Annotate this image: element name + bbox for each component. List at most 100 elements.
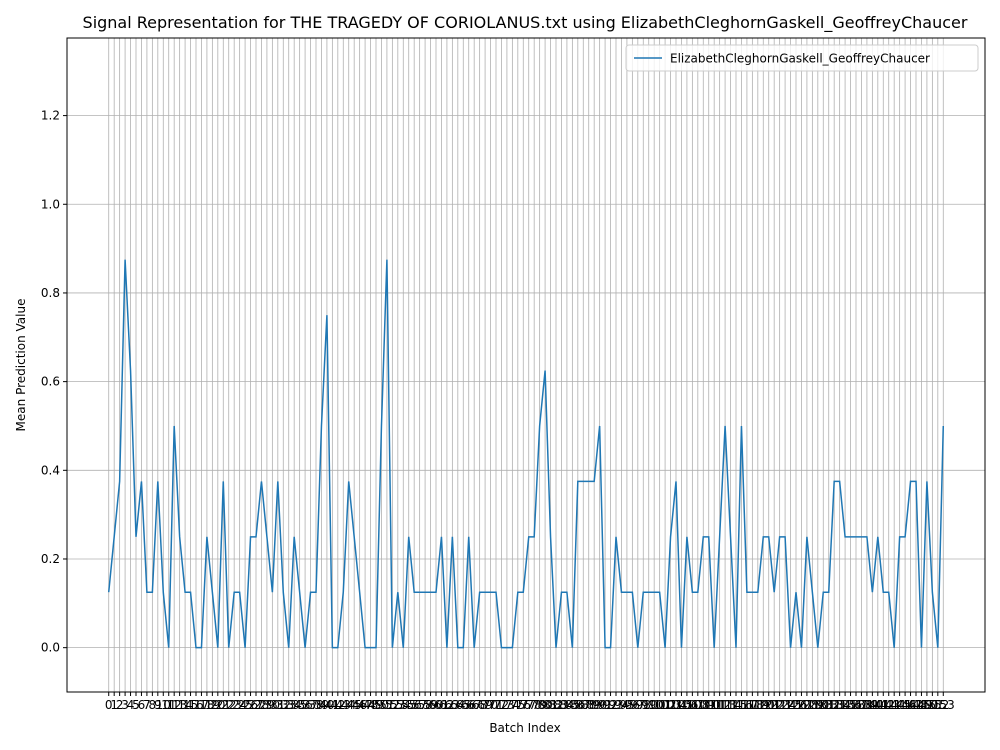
x-tick-label: 115 [725,698,748,712]
y-tick-label: 0.8 [41,286,60,300]
y-tick-label: 0.0 [41,641,60,655]
x-tick-label: 143 [877,698,900,712]
x-tick-label: 123 [768,698,791,712]
x-tick-label: 78 [527,698,542,712]
legend: ElizabethCleghornGaskell_GeoffreyChaucer [625,44,979,72]
x-tick-label: 116 [730,698,753,712]
x-tick-label: 15 [183,698,198,712]
x-tick-label: 135 [834,698,857,712]
x-tick-label: 18 [199,698,214,712]
x-tick-label: 110 [697,698,720,712]
x-tick-label: 38 [308,698,323,712]
x-tick-label: 47 [357,698,372,712]
x-tick-label: 94 [614,698,629,712]
x-tick-label: 113 [714,698,737,712]
x-tick-label: 21 [216,698,231,712]
x-tick-label: 89 [587,698,602,712]
x-tick-label: 64 [450,698,465,712]
x-tick-label: 25 [237,698,252,712]
x-tick-label: 120 [752,698,775,712]
x-tick-label: 56 [407,698,422,712]
plot-frame [66,37,986,693]
x-tick-label: 62 [439,698,454,712]
x-tick-label: 117 [735,698,758,712]
x-tick-label: 126 [785,698,808,712]
x-tick-label: 127 [790,698,813,712]
x-tick-label: 95 [619,698,634,712]
x-tick-label: 45 [347,698,362,712]
x-tick-label: 54 [396,698,411,712]
legend-label: ElizabethCleghornGaskell_GeoffreyChaucer [670,52,930,66]
x-tick-label: 58 [417,698,432,712]
y-tick-label: 0.2 [41,552,60,566]
x-tick-label: 86 [570,698,585,712]
x-tick-label: 11 [161,698,176,712]
x-tick-label: 3 [121,698,129,712]
x-tick-label: 31 [270,698,285,712]
x-tick-label: 131 [812,698,835,712]
x-tick-label: 108 [686,698,709,712]
x-tick-label: 8 [149,698,157,712]
x-tick-label: 79 [532,698,547,712]
x-tick-label: 102 [654,698,677,712]
x-tick-label: 35 [292,698,307,712]
x-tick-label: 121 [757,698,780,712]
x-tick-label: 84 [559,698,574,712]
x-tick-label: 77 [521,698,536,712]
x-tick-label: 119 [746,698,769,712]
x-tick-label: 39 [314,698,329,712]
x-tick-label: 114 [719,698,742,712]
x-tick-label: 152 [926,698,949,712]
x-tick-label: 6 [138,698,146,712]
x-tick-label: 28 [254,698,269,712]
x-tick-label: 16 [188,698,203,712]
x-tick-label: 65 [456,698,471,712]
x-tick-label: 23 [227,698,242,712]
x-tick-label: 66 [461,698,476,712]
x-tick-label: 136 [839,698,862,712]
x-tick-label: 67 [467,698,482,712]
x-tick-label: 148 [905,698,928,712]
x-tick-label: 90 [592,698,607,712]
x-tick-label: 142 [872,698,895,712]
x-tick-label: 98 [636,698,651,712]
x-tick-label: 32 [276,698,291,712]
x-tick-label: 112 [708,698,731,712]
x-tick-label: 30 [265,698,280,712]
x-tick-label: 52 [385,698,400,712]
y-tick-label: 1.2 [41,109,60,123]
x-tick-label: 24 [232,698,247,712]
x-tick-label: 129 [801,698,824,712]
x-tick-label: 46 [352,698,367,712]
x-tick-label: 141 [866,698,889,712]
x-tick-label: 60 [428,698,443,712]
x-tick-label: 153 [932,698,955,712]
y-tick-label: 0.6 [41,375,60,389]
x-tick-label: 29 [259,698,274,712]
x-tick-label: 9 [154,698,162,712]
x-tick-label: 33 [281,698,296,712]
y-axis-label: Mean Prediction Value [14,299,28,432]
x-tick-label: 107 [681,698,704,712]
x-tick-label: 2 [116,698,124,712]
x-tick-label: 10 [156,698,171,712]
x-tick-label: 0 [105,698,113,712]
x-tick-label: 68 [472,698,487,712]
y-tick-label: 0.4 [41,463,60,477]
x-tick-label: 69 [477,698,492,712]
x-tick-label: 75 [510,698,525,712]
x-axis-label: Batch Index [489,721,560,735]
x-tick-label: 122 [763,698,786,712]
x-tick-label: 138 [850,698,873,712]
x-tick-label: 26 [243,698,258,712]
x-tick-label: 61 [434,698,449,712]
x-tick-label: 41 [325,698,340,712]
x-tick-label: 124 [774,698,797,712]
x-tick-label: 43 [336,698,351,712]
x-tick-label: 118 [741,698,764,712]
x-tick-label: 134 [828,698,851,712]
data-line [107,259,945,649]
x-tick-label: 76 [516,698,531,712]
x-tick-label: 63 [445,698,460,712]
x-tick-label: 1 [110,698,118,712]
